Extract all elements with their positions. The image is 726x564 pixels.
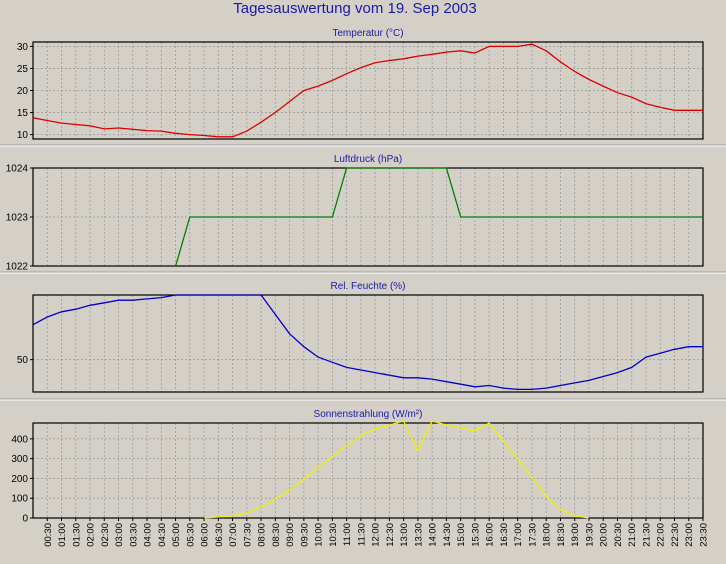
x-tick-label: 20:30	[613, 523, 624, 547]
page-title: Tagesauswertung vom 19. Sep 2003	[233, 0, 477, 17]
panel-title: Temperatur (°C)	[332, 28, 403, 39]
x-tick-label: 10:00	[314, 523, 325, 547]
x-axis: 00:30 01:00 01:30 02:00 02:30 03:00 03:30 04:00…	[43, 518, 710, 547]
y-tick-label: 300	[11, 454, 28, 465]
x-tick-label: 14:00	[428, 523, 439, 547]
x-tick-label: 04:00	[143, 523, 154, 547]
series-line	[32, 43, 703, 138]
x-tick-label: 06:00	[200, 523, 211, 547]
x-tick-label: 05:00	[171, 523, 182, 547]
x-tick-label: 03:00	[114, 523, 125, 547]
x-tick-label: 07:30	[242, 523, 253, 547]
x-tick-label: 19:30	[584, 523, 595, 547]
x-tick-label: 12:00	[371, 523, 382, 547]
x-tick-label: 14:30	[442, 523, 453, 547]
chart-panel-3: Rel. Feuchte (%) 50	[17, 281, 704, 393]
chart-panel-2: Luftdruck (hPa) 1022 1023 1024	[6, 154, 704, 273]
x-tick-label: 01:00	[57, 523, 68, 547]
plot-frame	[32, 294, 704, 393]
series-line	[174, 167, 703, 267]
x-tick-label: 13:30	[413, 523, 424, 547]
y-tick-label: 0	[22, 514, 28, 525]
x-tick-label: 21:30	[641, 523, 652, 547]
chart-panels: Temperatur (°C) 10 15 20 25 30 Luftdruck (hPa)…	[6, 28, 704, 525]
x-tick-label: 07:00	[228, 523, 239, 547]
x-tick-label: 22:00	[656, 523, 667, 547]
y-tick-label: 1024	[6, 164, 29, 175]
panel-title: Sonnenstrahlung (W/m²)	[314, 409, 423, 420]
x-tick-label: 09:30	[299, 523, 310, 547]
x-tick-label: 08:30	[271, 523, 282, 547]
x-tick-label: 11:00	[342, 523, 353, 546]
series-line	[32, 294, 703, 391]
y-tick-label: 1023	[6, 213, 29, 224]
plot-frame	[32, 41, 704, 140]
x-tick-label: 18:30	[556, 523, 567, 547]
y-tick-label: 100	[11, 494, 28, 505]
y-tick-label: 25	[17, 64, 29, 75]
y-tick-label: 15	[17, 108, 29, 119]
x-tick-label: 00:30	[43, 523, 54, 547]
x-tick-label: 21:00	[627, 523, 638, 547]
x-tick-label: 15:00	[456, 523, 467, 547]
panel-title: Luftdruck (hPa)	[334, 154, 402, 165]
y-tick-label: 400	[11, 434, 28, 445]
x-tick-label: 08:00	[257, 523, 268, 547]
x-tick-label: 23:00	[684, 523, 695, 547]
x-tick-label: 06:30	[214, 523, 225, 547]
x-tick-label: 19:00	[570, 523, 581, 547]
x-tick-label: 16:30	[499, 523, 510, 547]
x-tick-label: 02:00	[86, 523, 97, 547]
x-tick-label: 03:30	[128, 523, 139, 547]
x-tick-label: 05:30	[185, 523, 196, 547]
plot-frame	[32, 422, 704, 519]
chart-panel-4: Sonnenstrahlung (W/m²) 0 100 200 300 400	[11, 409, 704, 525]
x-tick-label: 18:00	[542, 523, 553, 547]
x-tick-label: 01:30	[71, 523, 82, 547]
x-tick-label: 12:30	[385, 523, 396, 547]
x-tick-label: 22:30	[670, 523, 681, 547]
y-tick-label: 200	[11, 474, 28, 485]
y-tick-label: 1022	[6, 262, 29, 273]
x-tick-label: 13:00	[399, 523, 410, 547]
x-tick-label: 09:00	[285, 523, 296, 547]
series-line	[204, 420, 590, 519]
x-tick-label: 17:30	[527, 523, 538, 547]
x-tick-label: 04:30	[157, 523, 168, 547]
x-tick-label: 02:30	[100, 523, 111, 547]
y-tick-label: 10	[17, 130, 29, 141]
x-tick-label: 16:00	[485, 523, 496, 547]
x-tick-label: 11:30	[356, 523, 367, 546]
x-tick-label: 10:30	[328, 523, 339, 547]
y-tick-label: 20	[17, 86, 29, 97]
x-tick-label: 20:00	[599, 523, 610, 547]
y-tick-label: 50	[17, 355, 29, 366]
chart-panel-1: Temperatur (°C) 10 15 20 25 30	[17, 28, 704, 141]
x-tick-label: 17:00	[513, 523, 524, 547]
panel-title: Rel. Feuchte (%)	[330, 281, 405, 292]
x-tick-label: 23:30	[699, 523, 710, 547]
y-tick-label: 30	[17, 42, 29, 53]
x-tick-label: 15:30	[470, 523, 481, 547]
